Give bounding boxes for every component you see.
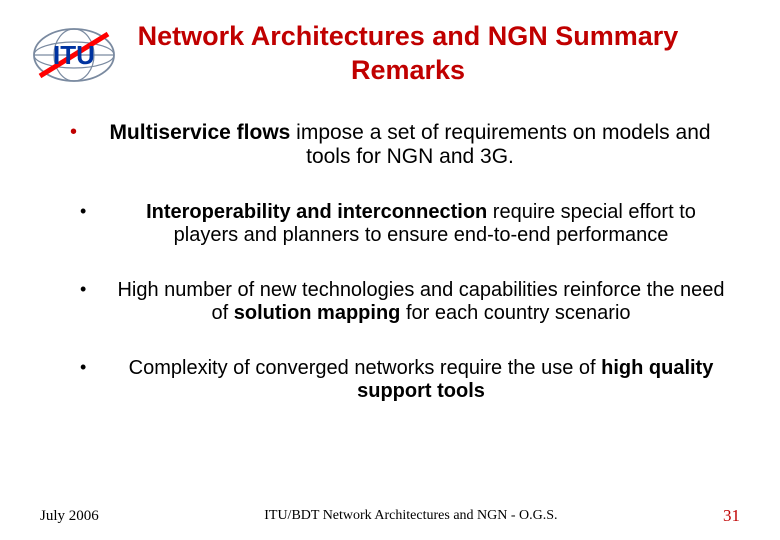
bullet-sub-1: Interoperability and interconnection req… <box>50 201 730 247</box>
bullet-sub-2-post: for each country scenario <box>400 302 630 324</box>
bullet-sub-3-pre: Complexity of converged networks require… <box>129 357 601 379</box>
bullet-sub-3: Complexity of converged networks require… <box>50 357 730 403</box>
bullet-main-bold: Multiservice flows <box>109 121 290 144</box>
bullet-main: Multiservice flows impose a set of requi… <box>50 121 730 169</box>
slide-title: Network Architectures and NGN Summary Re… <box>136 20 740 88</box>
bullet-list: Multiservice flows impose a set of requi… <box>40 121 740 403</box>
footer-date: July 2006 <box>40 508 99 525</box>
bullet-main-text: impose a set of requirements on models a… <box>290 121 710 168</box>
bullet-sub-2-bold: solution mapping <box>234 302 401 324</box>
bullet-sub-1-bold: Interoperability and interconnection <box>146 201 487 223</box>
page-number: 31 <box>723 506 740 526</box>
slide: ITU Network Architectures and NGN Summar… <box>0 0 780 540</box>
footer-attribution: ITU/BDT Network Architectures and NGN - … <box>99 508 723 524</box>
svg-text:ITU: ITU <box>53 40 95 70</box>
bullet-sub-2: High number of new technologies and capa… <box>50 279 730 325</box>
slide-header: ITU Network Architectures and NGN Summar… <box>40 20 740 91</box>
itu-logo: ITU <box>30 24 118 91</box>
slide-footer: July 2006 ITU/BDT Network Architectures … <box>0 506 780 526</box>
